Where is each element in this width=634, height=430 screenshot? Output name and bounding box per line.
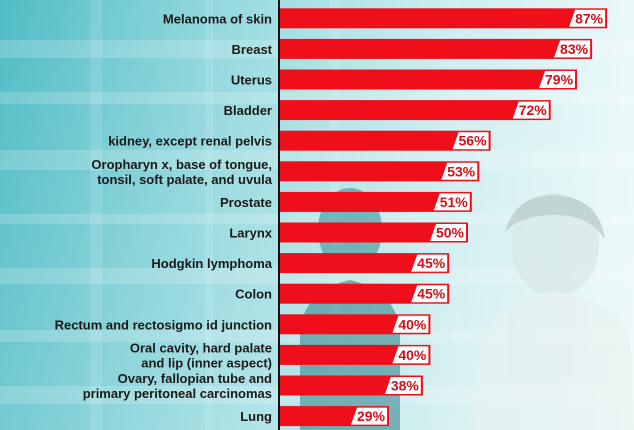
bar xyxy=(280,283,450,304)
bar xyxy=(280,314,431,335)
value-label: 29% xyxy=(357,408,386,424)
category-label: Hodgkin lymphoma xyxy=(151,256,272,271)
value-label-badge xyxy=(392,315,429,333)
value-label-badge xyxy=(351,407,388,425)
value-label: 50% xyxy=(436,225,465,241)
bar xyxy=(280,130,491,151)
category-label: Ovary, fallopian tube and xyxy=(118,371,272,386)
bar xyxy=(280,38,593,59)
value-label-badge xyxy=(441,162,478,180)
value-label-badge xyxy=(433,193,470,211)
value-labels: 87% 83% 79% 72% 56% 53% 51% 50% 45% 45% 40% 40% 38% 2… xyxy=(351,9,606,425)
category-label: Larynx xyxy=(229,226,272,241)
category-label: Rectum and rectosigmo id junction xyxy=(55,317,272,332)
value-label-badge xyxy=(539,71,576,88)
category-label: primary peritoneal carcinomas xyxy=(83,386,272,401)
category-label: Prostate xyxy=(220,195,272,210)
value-label: 53% xyxy=(447,163,476,179)
value-label-badge xyxy=(512,101,549,119)
category-label: Colon xyxy=(235,287,272,302)
value-label-badge xyxy=(569,9,606,27)
bar xyxy=(280,8,608,29)
category-label: Bladder xyxy=(224,103,272,118)
bar xyxy=(280,253,450,274)
bar xyxy=(280,191,472,212)
value-label: 56% xyxy=(459,133,488,149)
category-label: Melanoma of skin xyxy=(163,11,272,26)
person-right-silhouette xyxy=(470,193,634,430)
value-label: 72% xyxy=(519,102,548,118)
value-label: 83% xyxy=(560,41,589,57)
category-label: Oral cavity, hard palate xyxy=(130,340,272,355)
category-label: and lip (inner aspect) xyxy=(141,355,272,370)
value-label: 51% xyxy=(440,194,469,210)
category-label: tonsil, soft palate, and uvula xyxy=(97,172,273,187)
value-label: 40% xyxy=(398,347,427,363)
category-label: Uterus xyxy=(231,73,272,88)
category-label: Oropharyn x, base of tongue, xyxy=(91,157,272,172)
bar xyxy=(280,222,468,243)
bar xyxy=(280,69,577,90)
category-label: Breast xyxy=(232,42,273,57)
value-label: 45% xyxy=(417,255,446,271)
value-label: 40% xyxy=(398,316,427,332)
value-label: 79% xyxy=(545,72,574,88)
bar xyxy=(280,344,431,365)
value-label: 38% xyxy=(391,378,420,394)
value-label: 45% xyxy=(417,286,446,302)
value-label-badge xyxy=(384,377,421,394)
category-labels: Melanoma of skin Breast Uterus Bladder kidne… xyxy=(55,11,273,424)
bar xyxy=(280,100,551,121)
category-label: kidney, except renal pelvis xyxy=(108,134,272,149)
bar xyxy=(280,161,480,182)
value-label-badge xyxy=(411,285,448,303)
category-label: Lung xyxy=(240,409,272,424)
value-label-badge xyxy=(411,254,448,272)
value-label: 87% xyxy=(575,10,604,26)
value-label-badge xyxy=(554,40,591,58)
value-label-badge xyxy=(452,132,489,150)
value-label-badge xyxy=(430,224,466,241)
value-label-badge xyxy=(392,346,429,364)
